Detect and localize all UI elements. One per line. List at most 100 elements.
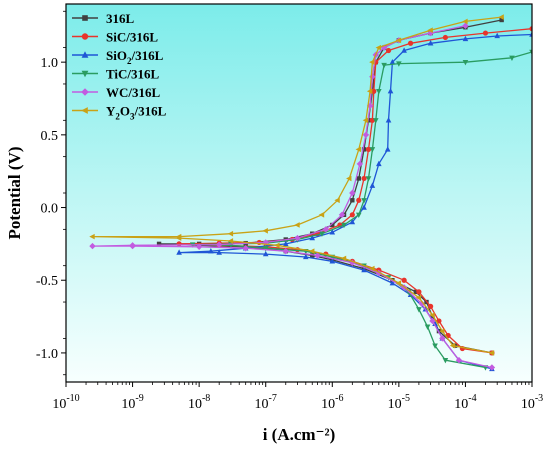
data-point <box>369 147 376 153</box>
data-point <box>341 222 347 229</box>
data-point <box>294 234 301 242</box>
data-point <box>376 89 382 95</box>
legend-item-sic-316l: SiC/316L <box>72 30 158 45</box>
data-point <box>482 30 489 36</box>
data-point <box>356 160 364 168</box>
data-point <box>361 198 367 204</box>
data-point <box>329 258 336 264</box>
data-point <box>294 222 300 228</box>
legend-marker <box>81 33 89 40</box>
x-tick-label: 10-4 <box>454 393 476 412</box>
legend-label: WC/316L <box>106 85 161 100</box>
data-point <box>462 59 469 66</box>
data-point <box>376 160 382 167</box>
x-tick-label: 10-5 <box>388 393 410 412</box>
x-tick-label: 10-10 <box>52 393 79 412</box>
data-point <box>314 252 321 259</box>
data-point <box>462 35 469 42</box>
data-point <box>262 246 269 252</box>
data-point <box>529 26 532 32</box>
data-point <box>349 212 355 218</box>
data-point <box>416 289 422 295</box>
data-point <box>488 364 496 371</box>
x-tick-label: 10-7 <box>255 393 277 412</box>
legend-item-tic-316l: TiC/316L <box>72 67 160 82</box>
y-tick-label: 0.5 <box>41 129 59 144</box>
data-point <box>387 88 394 94</box>
data-point <box>396 61 402 67</box>
data-point <box>442 357 449 364</box>
data-point <box>407 40 414 46</box>
data-point <box>365 176 372 182</box>
x-tick-label: 10-3 <box>521 393 543 412</box>
data-point <box>529 31 532 37</box>
data-point <box>356 176 361 181</box>
legend-label: SiC/316L <box>106 30 158 45</box>
series-layer <box>89 14 532 372</box>
data-point <box>89 233 95 240</box>
data-point <box>349 189 356 197</box>
data-point <box>156 241 162 247</box>
data-point <box>462 18 468 25</box>
y-tick-label: -0.5 <box>36 274 58 289</box>
data-point <box>227 230 234 237</box>
data-point <box>415 294 422 301</box>
legend-label: SiO2/316L <box>106 48 164 66</box>
data-point <box>449 342 456 349</box>
data-point <box>340 255 347 262</box>
data-point <box>413 289 419 295</box>
data-point <box>395 280 402 286</box>
data-point <box>176 241 182 247</box>
data-point <box>208 247 214 254</box>
data-point <box>302 253 309 260</box>
data-point <box>362 117 369 124</box>
data-point <box>498 14 504 20</box>
y-tick-label: 0.0 <box>41 202 59 217</box>
data-point <box>509 55 515 61</box>
data-point <box>338 211 346 219</box>
data-point <box>322 226 330 233</box>
data-point <box>455 356 463 364</box>
data-point <box>428 303 434 309</box>
legend-marker <box>81 70 89 78</box>
legend-label: Y2O3/316L <box>106 104 167 122</box>
data-point <box>436 318 442 324</box>
data-point <box>389 58 396 65</box>
data-point <box>129 242 136 250</box>
x-tick-label: 10-8 <box>188 393 210 412</box>
data-point <box>262 250 269 257</box>
data-point <box>488 350 495 356</box>
data-point <box>401 277 407 283</box>
data-point <box>439 335 446 342</box>
data-point <box>369 182 376 188</box>
data-point <box>442 34 448 41</box>
data-point <box>215 241 223 248</box>
data-point <box>310 253 315 258</box>
data-point <box>389 279 396 286</box>
data-point <box>175 235 182 241</box>
legend-marker <box>81 51 89 58</box>
legend-marker <box>81 107 88 114</box>
y-axis-title: Potential (V) <box>5 146 24 239</box>
data-point <box>369 265 375 272</box>
legend-item-316l: 316L <box>72 11 135 26</box>
data-point <box>429 317 436 325</box>
data-point <box>350 198 355 203</box>
legend-marker <box>81 88 89 96</box>
data-point <box>462 22 469 30</box>
data-point <box>282 247 289 255</box>
legend-marker <box>82 15 88 21</box>
data-point <box>319 231 325 237</box>
data-point <box>494 32 500 39</box>
data-point <box>242 245 249 252</box>
data-point <box>176 249 182 255</box>
data-point <box>499 17 504 23</box>
data-point <box>309 234 316 241</box>
data-point <box>416 307 422 313</box>
data-point <box>385 117 392 123</box>
data-point <box>427 40 434 46</box>
data-point <box>439 328 445 334</box>
data-point <box>371 88 377 94</box>
data-point <box>361 204 367 210</box>
